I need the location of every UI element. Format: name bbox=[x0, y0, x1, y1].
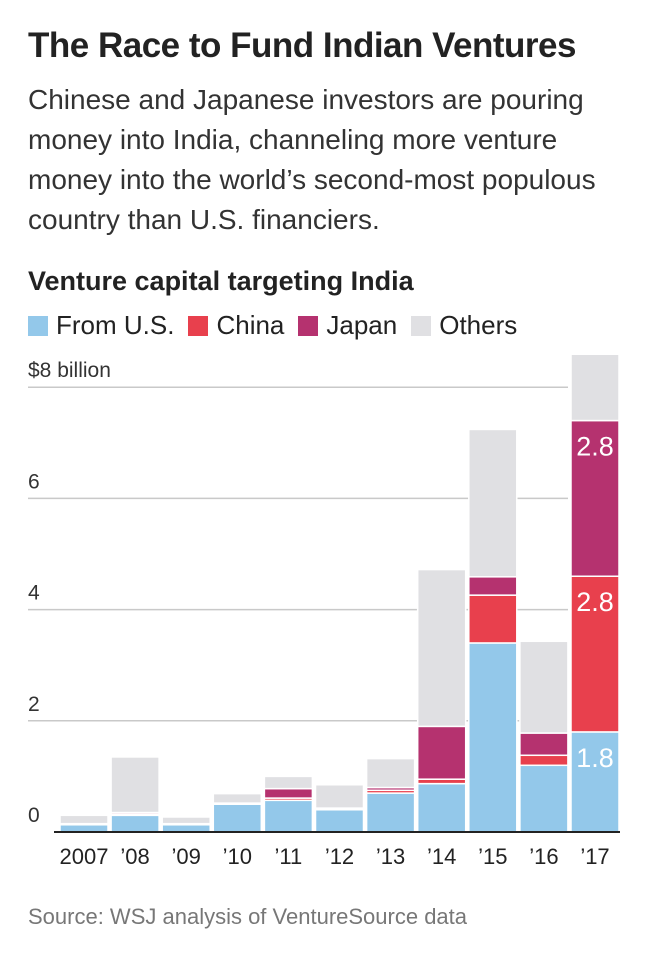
bar-segment-others bbox=[468, 428, 518, 578]
bar-segment-china bbox=[519, 754, 569, 767]
legend-label: China bbox=[216, 310, 285, 340]
x-tick-label: ’09 bbox=[172, 844, 201, 869]
bar-segment-from-u-s bbox=[416, 782, 467, 833]
bar-segment-others bbox=[110, 756, 160, 814]
x-tick-label: ’15 bbox=[478, 844, 507, 869]
y-tick-label: 4 bbox=[28, 582, 40, 605]
bar-segment-from-u-s bbox=[110, 814, 160, 833]
y-tick-label: 2 bbox=[28, 693, 40, 716]
bar-segment-japan bbox=[519, 732, 569, 757]
data-label: 1.8 bbox=[576, 743, 614, 773]
legend-item-others: Others bbox=[411, 310, 517, 341]
bar-segment-from-u-s bbox=[519, 764, 569, 833]
x-tick-label: ’13 bbox=[376, 844, 405, 869]
bar-segment-others bbox=[161, 816, 211, 825]
bar-segment-japan bbox=[416, 725, 467, 780]
legend-item-japan: Japan bbox=[298, 310, 397, 341]
y-tick-label: $8 billion bbox=[28, 359, 111, 382]
chart-legend: From U.S. China Japan Others bbox=[28, 310, 531, 341]
x-tick-label: ’17 bbox=[580, 844, 609, 869]
data-label: 2.8 bbox=[576, 432, 614, 462]
bar-segment-others bbox=[59, 814, 109, 825]
x-tick-label: ’14 bbox=[427, 844, 456, 869]
x-tick-label: ’11 bbox=[275, 844, 303, 869]
legend-item-from-u-s: From U.S. bbox=[28, 310, 174, 341]
chart-title: Venture capital targeting India bbox=[28, 266, 414, 296]
bar-segment-others bbox=[365, 757, 416, 789]
bar-segment-japan bbox=[263, 787, 314, 799]
x-tick-label: ’12 bbox=[325, 844, 354, 869]
source-note: Source: WSJ analysis of VentureSource da… bbox=[28, 904, 468, 929]
y-tick-label: 6 bbox=[28, 470, 40, 493]
bar-segment-from-u-s bbox=[161, 824, 211, 833]
bar-segment-from-u-s bbox=[263, 799, 314, 833]
bar-segment-others bbox=[519, 640, 569, 734]
chart-headline: The Race to Fund Indian Ventures bbox=[28, 26, 576, 65]
x-tick-label: ’10 bbox=[223, 844, 252, 869]
x-tick-label: ’08 bbox=[120, 844, 149, 869]
bar-segment-from-u-s bbox=[59, 824, 109, 833]
legend-label: Japan bbox=[326, 310, 398, 340]
bar-segment-china bbox=[468, 594, 518, 644]
legend-swatch bbox=[188, 315, 209, 336]
legend-swatch bbox=[298, 315, 319, 336]
bar-segment-others bbox=[212, 792, 263, 804]
bar-segment-from-u-s bbox=[365, 792, 416, 833]
bar-segment-japan bbox=[468, 576, 518, 596]
bar-segment-others bbox=[570, 355, 620, 422]
bar-segment-from-u-s bbox=[212, 803, 263, 833]
bar-segment-others bbox=[314, 783, 365, 809]
legend-item-china: China bbox=[188, 310, 284, 341]
bar-segment-from-u-s bbox=[314, 809, 365, 833]
legend-label: Others bbox=[439, 310, 518, 340]
stacked-bar-chart: 0 2 4 6 $8 billion 2007 ’08 ’09 ’10 ’11 ’12 ’13 ’14 ’… bbox=[28, 355, 620, 869]
chart-subtitle: Chinese and Japanese investors are pouri… bbox=[28, 84, 596, 235]
data-label: 2.8 bbox=[576, 587, 614, 617]
legend-swatch bbox=[28, 315, 48, 336]
bar-segment-japan bbox=[570, 419, 620, 577]
x-tick-label: 2007 bbox=[60, 844, 109, 869]
legend-swatch bbox=[411, 315, 432, 336]
bar-segment-others bbox=[416, 568, 467, 728]
x-tick-label: ’16 bbox=[529, 844, 558, 869]
y-tick-label: 0 bbox=[28, 804, 40, 827]
legend-label: From U.S. bbox=[56, 310, 175, 340]
bar-segment-others bbox=[263, 775, 314, 790]
bar-segment-from-u-s bbox=[468, 642, 518, 833]
